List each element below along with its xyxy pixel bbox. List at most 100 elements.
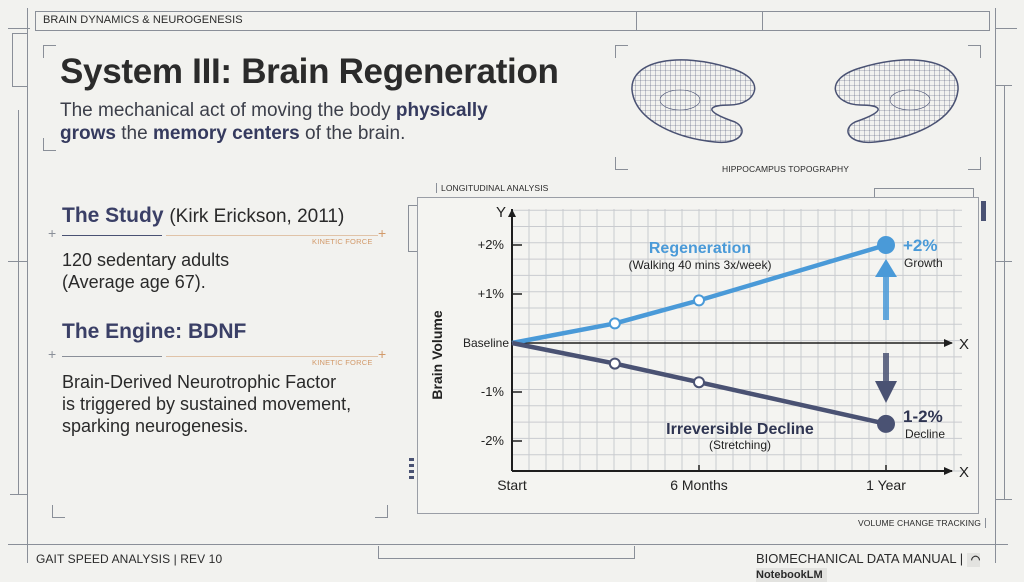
footer-ruler	[378, 546, 635, 559]
frame-right-line	[995, 8, 996, 563]
decline-arrow-icon	[875, 353, 897, 403]
plus-marker-orange: +	[378, 225, 387, 241]
y-tick-label: Baseline	[463, 336, 509, 350]
left-corner-br	[375, 505, 388, 518]
subtitle-part2: the	[115, 123, 153, 144]
series-end-point	[877, 414, 895, 433]
frame-left-line	[27, 8, 28, 563]
frame-right-rail-top	[996, 85, 1012, 86]
study-tag: KINETIC FORCE	[312, 237, 373, 246]
chart-bottom-label: VOLUME CHANGE TRACKING	[858, 518, 986, 528]
regeneration-label: Regeneration	[649, 240, 751, 257]
subtitle-part3: of the brain.	[299, 123, 406, 144]
chart-accent-block	[981, 201, 986, 221]
hippocampus-right-icon	[834, 59, 959, 144]
series-point	[608, 317, 621, 330]
footer-left: GAIT SPEED ANALYSIS | REV 10	[36, 552, 223, 566]
series-line-1	[511, 340, 887, 427]
series-point	[608, 357, 621, 370]
growth-arrow-icon	[875, 259, 897, 320]
decline-subtitle: (Stretching)	[709, 438, 771, 452]
chart-series	[511, 236, 897, 433]
header-bar: BRAIN DYNAMICS & NEUROGENESIS	[35, 11, 990, 31]
series-point	[693, 376, 705, 389]
y-axis-letter: Y	[496, 204, 506, 221]
study-heading-text: The Study	[62, 204, 164, 227]
subtitle-bold2: grows	[60, 123, 116, 144]
baseline-arrow-icon	[944, 339, 953, 347]
frame-right-tick	[995, 28, 1017, 29]
footer-right: BIOMECHANICAL DATA MANUAL | ◠ NotebookLM	[756, 551, 1024, 582]
y-tick-label: +1%	[478, 286, 505, 301]
x-tick-label: 6 Months	[670, 477, 728, 493]
series-end-point	[877, 236, 895, 254]
plus-marker-orange: +	[378, 346, 387, 362]
page-title: System III: Brain Regeneration	[60, 52, 559, 91]
plus-marker: +	[48, 225, 57, 241]
chart-svg: Y X X Brain Volume +2% +1% Baseline -1% -2% Start…	[429, 204, 969, 493]
title-corner-tl	[43, 45, 56, 58]
figure-corner-tl	[615, 45, 628, 58]
engine-tag: KINETIC FORCE	[312, 358, 373, 367]
subtitle-bold1: physically	[395, 100, 488, 121]
engine-line3: sparking neurogenesis.	[62, 416, 249, 436]
chart-ticks	[512, 244, 887, 471]
y-tick-label: -1%	[481, 384, 505, 399]
x-tick-label: 1 Year	[866, 477, 906, 493]
subtitle-bold3: memory centers	[152, 123, 300, 144]
frame-top-left-tick	[8, 28, 30, 29]
growth-sublabel: Growth	[904, 256, 943, 270]
decline-value-label: 1-2%	[903, 407, 943, 426]
header-ruler-end	[761, 12, 789, 30]
figure-corner-bl	[615, 157, 628, 170]
title-corner-bl	[43, 138, 56, 151]
chart-axes	[508, 209, 953, 475]
study-body: 120 sedentary adults (Average age 67).	[62, 249, 229, 293]
baseline-x-letter: X	[959, 336, 969, 353]
subtitle-part1: The mechanical act of moving the body	[60, 100, 396, 121]
growth-arrow-shaft	[883, 275, 889, 320]
series-point	[693, 294, 705, 307]
engine-heading: The Engine: BDNF	[62, 320, 247, 343]
study-heading: The Study (Kirk Erickson, 2011)	[62, 204, 344, 228]
chart-top-label: LONGITUDINAL ANALYSIS	[436, 183, 548, 193]
hippocampus-left-icon	[631, 59, 756, 144]
page-subtitle: The mechanical act of moving the body ph…	[60, 99, 580, 145]
study-divider: + +	[48, 225, 390, 242]
x-axis-arrow-icon	[944, 467, 953, 475]
study-citation: (Kirk Erickson, 2011)	[169, 206, 345, 227]
left-slot-widget	[12, 33, 28, 87]
engine-line1: Brain-Derived Neurotrophic Factor	[62, 372, 337, 392]
y-axis-arrow-icon	[508, 209, 516, 217]
figure-caption: HIPPOCAMPUS TOPOGRAPHY	[722, 164, 850, 174]
figure-corner-tr	[968, 45, 981, 58]
header-label: BRAIN DYNAMICS & NEUROGENESIS	[43, 14, 243, 26]
growth-arrow-head	[875, 259, 897, 277]
frame-left-rail-mid	[8, 261, 28, 262]
x-tick-label: Start	[497, 477, 527, 493]
footer-right-text: BIOMECHANICAL DATA MANUAL |	[756, 551, 964, 566]
frame-right-rail-mid	[996, 261, 1012, 262]
plus-marker: +	[48, 346, 57, 362]
left-corner-bl	[52, 505, 65, 518]
engine-divider: + +	[48, 346, 390, 363]
chart-left-accent	[409, 458, 414, 480]
figure-corner-br	[968, 157, 981, 170]
y-tick-label: -2%	[481, 433, 505, 448]
decline-sublabel: Decline	[905, 427, 945, 441]
frame-left-rail	[18, 110, 19, 495]
decline-arrow-shaft	[883, 353, 889, 383]
header-ruler	[636, 12, 763, 30]
frame-right-rail-bottom	[996, 499, 1012, 500]
frame-right-rail	[1004, 85, 1005, 500]
regeneration-subtitle: (Walking 40 mins 3x/week)	[629, 258, 772, 272]
growth-value-label: +2%	[903, 236, 938, 255]
x-axis-letter: X	[959, 464, 969, 481]
frame-left-rail-bottom	[10, 494, 28, 495]
hippocampus-figure	[631, 59, 959, 144]
study-line2: (Average age 67).	[62, 272, 206, 292]
y-axis-label: Brain Volume	[429, 310, 445, 399]
decline-label: Irreversible Decline	[666, 421, 814, 438]
study-line1: 120 sedentary adults	[62, 250, 230, 270]
decline-arrow-head	[875, 381, 897, 403]
